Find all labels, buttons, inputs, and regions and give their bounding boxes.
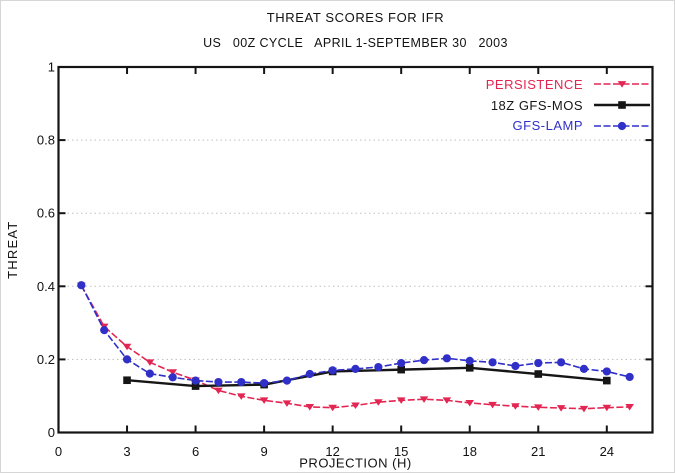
series-gfs-lamp-marker [488, 358, 497, 367]
series-gfs-lamp-marker [511, 361, 520, 371]
series-gfs-lamp-marker [168, 373, 177, 382]
series-persistence-marker [374, 399, 383, 406]
legend-item-gfs-mos: 18Z GFS-MOS [421, 95, 651, 116]
y-axis-tick-label: 0.4 [37, 279, 55, 294]
series-gfs-lamp-marker [77, 281, 86, 290]
legend-sample-gfs-lamp-line-marker [594, 121, 650, 131]
x-axis-tick-label: 24 [600, 444, 614, 459]
series-gfs-lamp-marker [602, 367, 611, 376]
series-persistence-marker [282, 400, 292, 407]
series-gfs-lamp-marker [397, 358, 406, 368]
series-18z-gfs-mos-marker [603, 376, 611, 385]
series-persistence-marker [145, 359, 155, 366]
axis-box [57, 65, 654, 434]
series-gfs-lamp-marker [214, 377, 223, 387]
chart-title: THREAT SCORES FOR IFR [266, 10, 445, 25]
series-persistence-marker [396, 397, 406, 404]
legend-item-persistence: PERSISTENCE [421, 74, 651, 95]
series-18z-gfs-mos-marker [465, 364, 474, 372]
chart-subtitle: US 00Z CYCLE APRIL 1-SEPTEMBER 30 2003 [203, 36, 508, 50]
x-axis-tick-label: 12 [325, 444, 339, 459]
series-gfs-lamp-marker [328, 366, 337, 375]
legend-sample-square-icon [618, 101, 626, 109]
series-persistence-marker [442, 397, 452, 404]
series-persistence-line [80, 285, 630, 410]
series-gfs-lamp-marker [305, 369, 314, 379]
series-persistence-marker [122, 343, 132, 351]
y-axis-tick-label: 0.6 [37, 206, 55, 221]
series-persistence-marker [328, 404, 337, 412]
series-gfs-lamp-marker [557, 358, 566, 367]
series-18z-gfs-mos-marker [191, 382, 200, 390]
series-gfs-lamp-marker [374, 362, 383, 372]
x-axis-tick-label: 3 [123, 444, 130, 459]
y-axis-tick-label: 1 [48, 60, 55, 75]
series-gfs-lamp-marker [351, 364, 360, 374]
x-axis-tick-label: 15 [394, 444, 408, 459]
series-persistence-marker [305, 404, 315, 411]
series-gfs-lamp-marker [282, 376, 292, 385]
x-axis-tick-label: 18 [462, 444, 476, 459]
series-persistence-marker [511, 403, 520, 410]
series-18z-gfs-mos-marker [534, 370, 543, 378]
legend-sample-gfs-mos-line-marker [594, 101, 650, 109]
series-gfs-lamp-marker [419, 356, 429, 365]
series-persistence-marker [214, 387, 223, 395]
series-persistence-marker [351, 402, 360, 410]
y-axis-tick-label: 0.2 [37, 352, 55, 367]
x-axis-tick-label: 9 [260, 444, 267, 459]
series-gfs-lamp-marker [100, 326, 109, 335]
series-gfs-lamp-marker [534, 358, 543, 368]
series-gfs-lamp-marker [145, 369, 154, 378]
x-axis-tick-label: 0 [55, 444, 62, 459]
series-persistence-marker [236, 393, 246, 400]
series-persistence-marker [488, 401, 497, 409]
legend-item-gfs-lamp: GFS-LAMP [421, 116, 651, 137]
series-persistence-marker [556, 405, 566, 412]
series-persistence-marker [625, 404, 634, 411]
x-axis-label: PROJECTION (H) [299, 456, 411, 471]
series-gfs-lamp-marker [625, 372, 634, 382]
series-persistence-marker [533, 404, 543, 411]
y-axis-label: THREAT [5, 221, 20, 279]
series-persistence-marker [465, 399, 475, 407]
series-gfs-lamp-marker [191, 376, 200, 385]
legend-label-persistence: PERSISTENCE [485, 76, 583, 92]
series-persistence-marker [602, 404, 612, 412]
series-gfs-lamp-marker [122, 355, 132, 364]
series-gfs-lamp-marker [237, 377, 246, 387]
y-axis-tick-label: 0.8 [37, 133, 55, 148]
series-persistence-marker [579, 405, 589, 413]
legend-sample-circle-icon [617, 121, 627, 131]
legend-label-gfs-mos: 18Z GFS-MOS [490, 97, 583, 113]
series-gfs-lamp-marker [465, 356, 474, 365]
series-18z-gfs-mos-marker [397, 365, 405, 374]
series-18z-gfs-mos-marker [123, 376, 131, 385]
series-18z-gfs-mos-line [126, 366, 607, 388]
legend-sample-triangle-down-icon [617, 81, 627, 88]
y-axis-tick-label: 0 [48, 425, 55, 440]
x-axis-tick-label: 21 [531, 444, 545, 459]
series-persistence-marker [168, 369, 178, 376]
series-gfs-lamp-marker [579, 364, 589, 374]
legend: PERSISTENCE 18Z GFS-MOS GFS-LAMP [421, 74, 651, 136]
series-persistence-marker [259, 397, 269, 404]
legend-sample-persistence-line-marker [594, 81, 650, 88]
x-axis-tick-label: 6 [192, 444, 199, 459]
series-persistence-marker [419, 396, 429, 403]
series-gfs-lamp-marker [442, 354, 451, 363]
legend-label-gfs-lamp: GFS-LAMP [512, 118, 583, 134]
series-gfs-lamp-marker [260, 379, 269, 388]
